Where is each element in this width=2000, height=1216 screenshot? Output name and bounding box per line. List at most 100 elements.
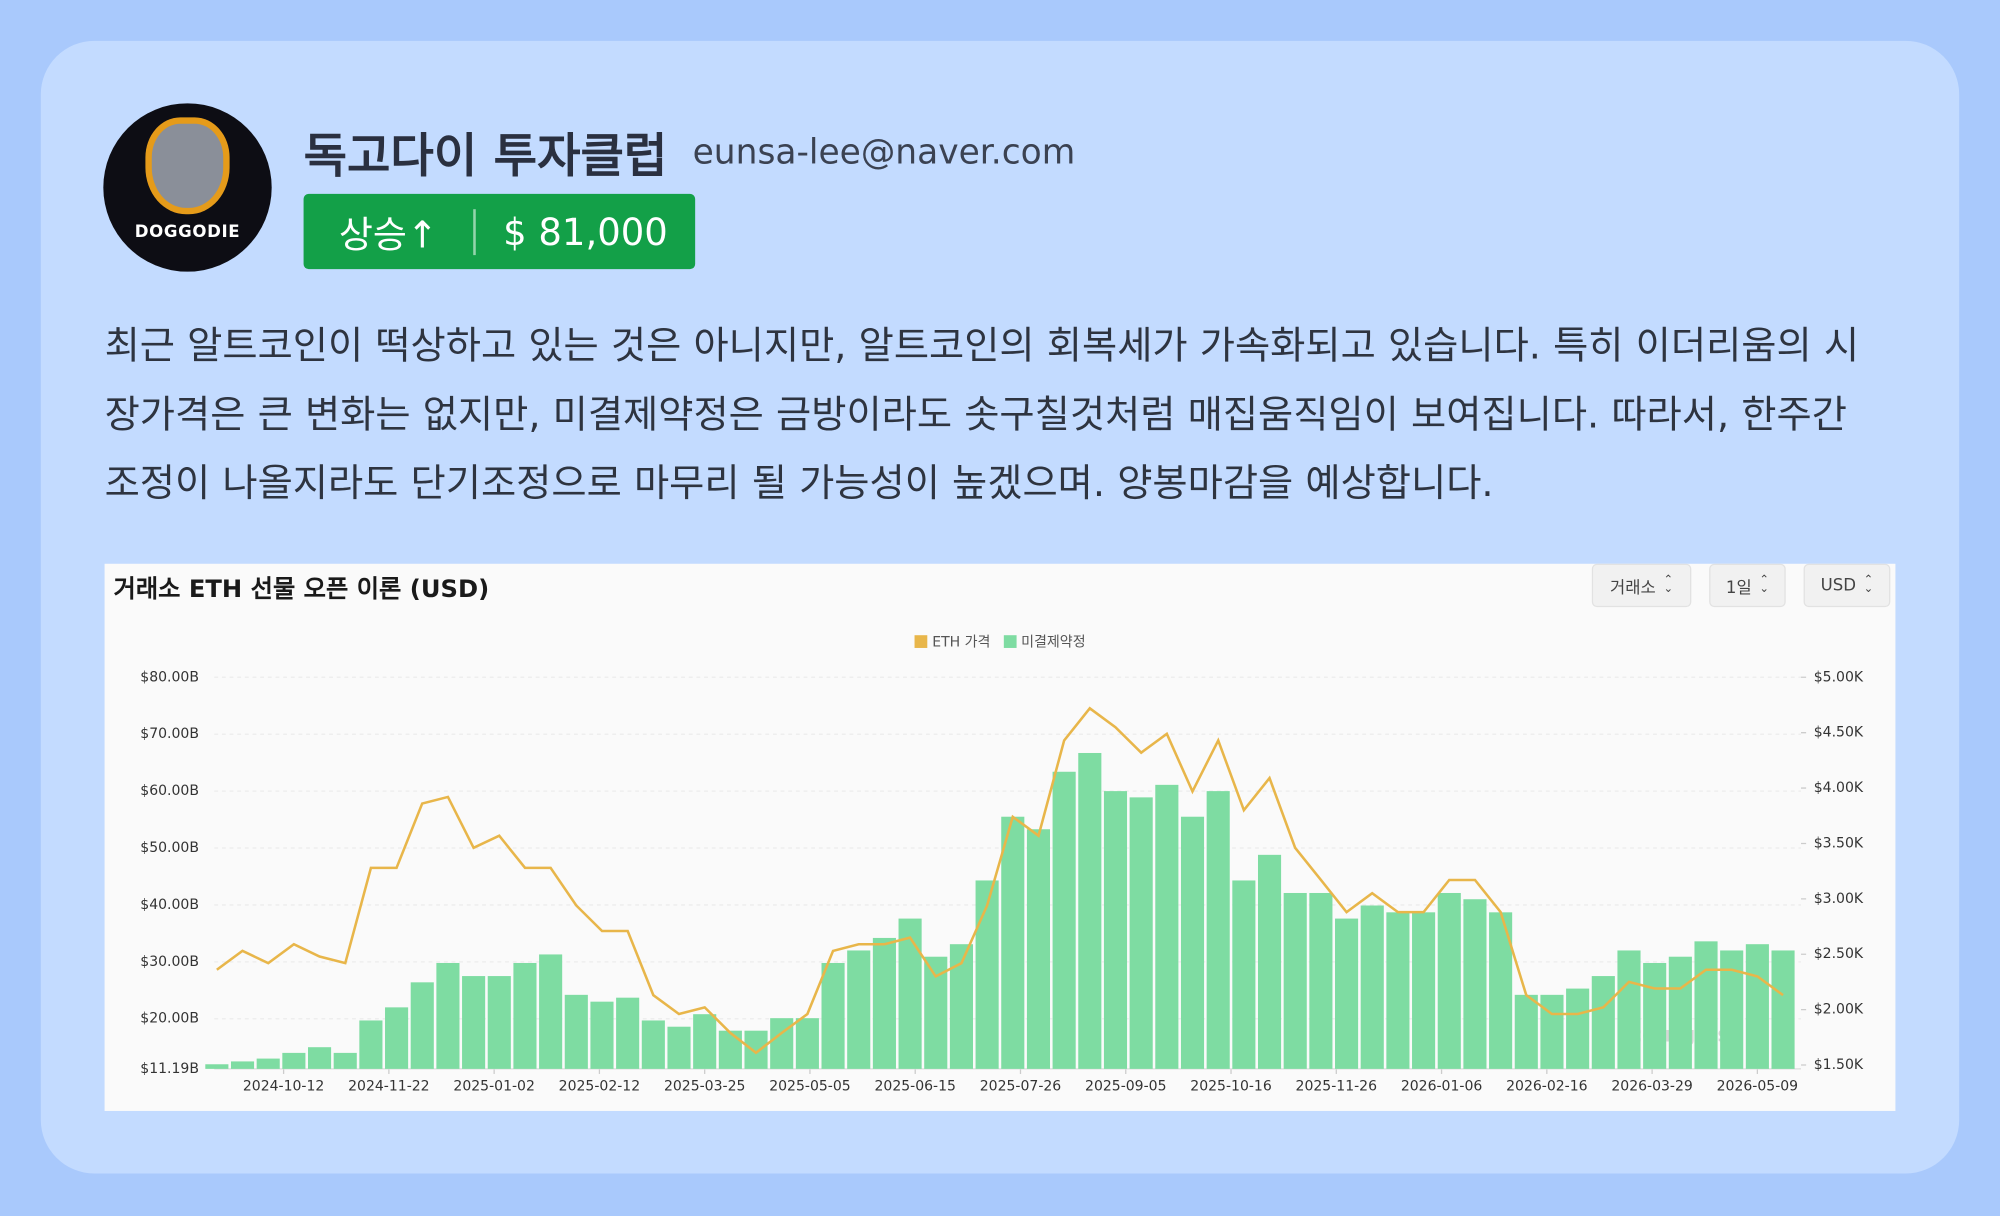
oi-bar xyxy=(770,1018,794,1069)
oi-bar xyxy=(667,1026,691,1069)
oi-bar xyxy=(1232,880,1256,1069)
dropdown[interactable]: 1일 ⌃ ⌄ xyxy=(1709,563,1786,608)
dropdown[interactable]: 거래소 ⌃ ⌄ xyxy=(1591,563,1692,608)
oi-bar xyxy=(718,1030,742,1069)
legend-item[interactable]: ETH 가격 xyxy=(914,631,990,651)
y-tick-label: $20.00B xyxy=(140,1011,199,1027)
x-tick-label: 2024-11-22 xyxy=(348,1079,429,1095)
price-line xyxy=(216,706,1784,1055)
avatar[interactable]: DOGGODIE xyxy=(103,103,272,272)
oi-bar xyxy=(898,918,922,1069)
chart: $11.19B $20.00B $30.00B $40.00B $50.00B $60.0… xyxy=(140,669,1864,1095)
x-tick-label: 2025-03-25 xyxy=(664,1079,745,1095)
oi-bar xyxy=(1386,912,1410,1069)
x-tick-label: 2025-06-15 xyxy=(874,1079,955,1095)
y2-tick-label: $4.50K xyxy=(1814,725,1864,741)
oi-bar xyxy=(1668,956,1692,1069)
oi-bar xyxy=(641,1020,665,1069)
y2-tick-label: $3.00K xyxy=(1814,891,1864,907)
legend-swatch xyxy=(914,635,928,648)
direction: 상승↑ xyxy=(338,212,438,256)
oi-bar xyxy=(1206,791,1230,1069)
dropdown-icon: ⌃ ⌄ xyxy=(1863,573,1874,596)
oi-bar xyxy=(744,1030,768,1069)
oi-bar xyxy=(949,944,973,1069)
avatar-label: DOGGODIE xyxy=(134,223,241,243)
y-tick-label: $60.00B xyxy=(140,783,199,799)
oi-bar xyxy=(1745,944,1769,1069)
oi-bar xyxy=(1103,791,1128,1069)
oi-bar xyxy=(1643,962,1667,1069)
oi-bar xyxy=(1489,912,1513,1069)
y2-tick-label: $5.00K xyxy=(1814,669,1864,685)
oi-bar xyxy=(1617,950,1641,1069)
oi-bar xyxy=(1771,950,1795,1069)
chart-title: 거래소 ETH 선물 오픈 이론 (USD) xyxy=(113,575,490,604)
legend: ETH 가격 미결제약정 xyxy=(105,631,1896,651)
legend-label: ETH 가격 xyxy=(932,633,991,651)
oi-bar xyxy=(1335,918,1359,1069)
oi-bar xyxy=(1360,905,1384,1069)
oi-bar xyxy=(308,1047,332,1069)
x-tick-label: 2026-05-09 xyxy=(1717,1079,1798,1095)
oi-bar xyxy=(1566,988,1590,1069)
oi-bar xyxy=(282,1052,306,1069)
y2-tick-label: $2.50K xyxy=(1814,946,1864,962)
oi-bar xyxy=(1591,976,1615,1069)
oi-bar xyxy=(1180,816,1205,1069)
oi-bar xyxy=(1720,950,1744,1069)
oi-bar xyxy=(513,962,537,1069)
x-tick-label: 2025-01-02 xyxy=(453,1079,534,1095)
oi-bar xyxy=(1694,941,1718,1069)
y-tick-label: $30.00B xyxy=(140,954,199,970)
oi-bar xyxy=(1283,892,1307,1069)
chart-panel: $11.19B $20.00B $30.00B $40.00B $50.00B $60.0… xyxy=(104,563,1896,1111)
oi-bar xyxy=(1026,829,1051,1069)
dropdown-icon: ⌃ ⌄ xyxy=(1663,573,1674,596)
oi-bar xyxy=(821,962,845,1069)
x-tick-label: 2025-11-26 xyxy=(1296,1079,1378,1095)
oi-bar xyxy=(924,956,948,1069)
x-tick-label: 2025-09-05 xyxy=(1085,1079,1166,1095)
y-tick-label: $50.00B xyxy=(140,840,199,856)
oi-bar xyxy=(693,1014,717,1069)
legend-swatch xyxy=(1003,635,1016,648)
author-name[interactable]: 독고다이 투자클럽 xyxy=(303,128,668,184)
x-tick-label: 2025-07-26 xyxy=(980,1079,1062,1095)
oi-bar xyxy=(1463,899,1487,1069)
oi-bar xyxy=(462,976,486,1069)
oi-bar xyxy=(333,1052,357,1069)
oi-bar xyxy=(1257,854,1282,1069)
oi-bar xyxy=(256,1058,280,1069)
oi-bar xyxy=(795,1018,819,1069)
oi-bar xyxy=(359,1020,383,1069)
dropdown-label: 거래소 xyxy=(1610,578,1656,598)
oi-bar xyxy=(385,1007,409,1069)
legend-label: 미결제약정 xyxy=(1021,633,1086,651)
separator xyxy=(473,208,476,255)
oi-bar xyxy=(1078,752,1102,1069)
price: $ 81,000 xyxy=(503,209,668,254)
dropdown[interactable]: USD ⌃ ⌄ xyxy=(1803,563,1891,608)
oi-bar xyxy=(205,1064,229,1069)
x-tick-label: 2025-02-12 xyxy=(559,1079,640,1095)
avatar-image xyxy=(151,123,224,208)
oi-bar xyxy=(590,1001,614,1069)
legend-item[interactable]: 미결제약정 xyxy=(1003,631,1086,651)
oi-bar xyxy=(436,962,460,1069)
y2-tick-label: $3.50K xyxy=(1814,835,1864,851)
oi-bar xyxy=(1129,797,1153,1069)
x-tick-label: 2026-02-16 xyxy=(1506,1079,1588,1095)
oi-bar xyxy=(230,1061,255,1069)
oi-bar xyxy=(872,937,896,1069)
x-tick-label: 2026-03-29 xyxy=(1611,1079,1692,1095)
dropdown-label: 1일 xyxy=(1725,578,1752,598)
dropdown-icon: ⌃ ⌄ xyxy=(1759,573,1769,596)
oi-bar xyxy=(539,954,563,1069)
oi-bar xyxy=(1437,892,1461,1069)
y2-tick-label: $1.50K xyxy=(1814,1057,1864,1073)
x-tick-label: 2024-10-12 xyxy=(243,1079,324,1095)
x-tick-label: 2026-01-06 xyxy=(1401,1079,1483,1095)
